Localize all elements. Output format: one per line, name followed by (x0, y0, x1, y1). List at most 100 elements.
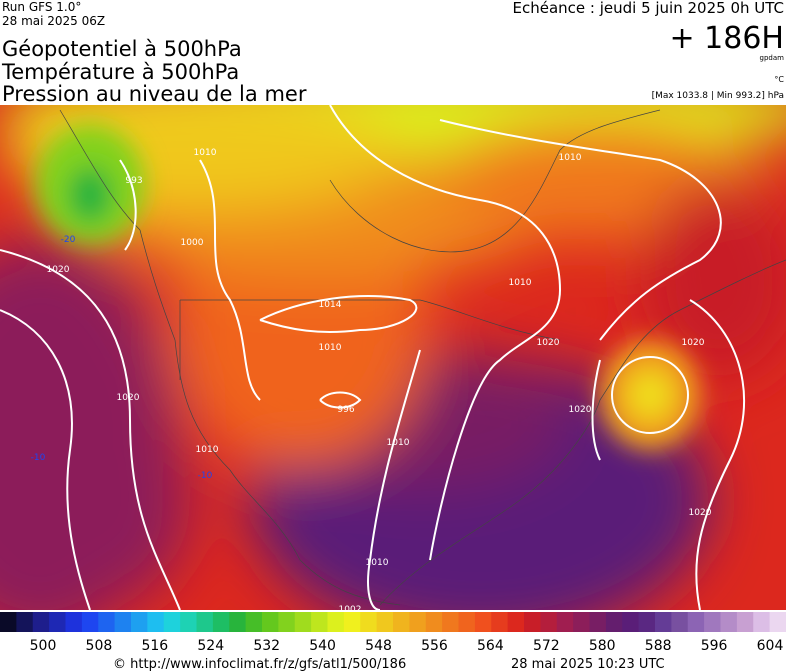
colorbar-swatch (212, 612, 230, 632)
colorbar-swatch (360, 612, 378, 632)
colorbar-swatch (147, 612, 165, 632)
colorbar-swatch (278, 612, 296, 632)
colorbar-swatch (245, 612, 263, 632)
isobar-label: 996 (337, 405, 354, 415)
colorbar-swatch (409, 612, 427, 632)
colorbar-swatch (131, 612, 148, 632)
colorbar-swatch (524, 612, 541, 632)
colorbar-swatch (49, 612, 66, 632)
colorbar-swatch (704, 612, 721, 632)
source-url: © http://www.infoclimat.fr/z/gfs/atl1/50… (113, 657, 406, 672)
colorbar-label: 572 (533, 638, 560, 654)
colorbar-swatch (573, 612, 590, 632)
valid-time: Echéance : jeudi 5 juin 2025 0h UTC (512, 0, 784, 17)
colorbar-swatch (556, 612, 574, 632)
isobar-label: 1020 (689, 508, 712, 518)
colorbar-swatch (507, 612, 525, 632)
title: Géopotentiel à 500hPa (2, 37, 242, 61)
colorbar-swatch (81, 612, 99, 632)
colorbar-label: 540 (309, 638, 336, 654)
isobars (0, 105, 746, 610)
colorbar-swatch (720, 612, 738, 632)
temperature-label: -10 (198, 471, 213, 481)
colorbar-label: 500 (30, 638, 57, 654)
colorbar-swatch (638, 612, 656, 632)
isobar-label: 1010 (196, 445, 219, 455)
colorbar-swatch (32, 612, 50, 632)
colorbar-swatch (458, 612, 476, 632)
isobar-label: 1020 (47, 265, 70, 275)
colorbar-swatch (196, 612, 214, 632)
colorbar-swatch (425, 612, 443, 632)
temperature-label: -10 (31, 453, 46, 463)
colorbar-swatch (589, 612, 607, 632)
colorbar-swatch (655, 612, 672, 632)
colorbar-label: 508 (86, 638, 113, 654)
colorbar-swatch (540, 612, 558, 632)
colorbar-swatch (622, 612, 640, 632)
colorbar-swatch (16, 612, 34, 632)
colorbar-swatch (114, 612, 132, 632)
isobar-label: 1010 (559, 153, 582, 163)
colorbar-swatch (491, 612, 509, 632)
colorbar: 500 508 516 524 532 540 548 556 564 572 580 588 596 6… (0, 612, 786, 654)
colorbar-swatch (769, 612, 786, 632)
colorbar-swatch (376, 612, 394, 632)
colorbar-swatch (343, 612, 361, 632)
colorbar-swatch (442, 612, 459, 632)
title: Température à 500hPa (1, 60, 239, 84)
temperature-label: -20 (61, 235, 76, 245)
pressure-range: [Max 1033.8 | Min 993.2] hPa (652, 91, 784, 101)
generated-time: 28 mai 2025 10:23 UTC (511, 657, 665, 672)
colorbar-label: 564 (477, 638, 504, 654)
colorbar-label: 604 (757, 638, 784, 654)
unit: gpdam (760, 54, 785, 62)
colorbar-swatch (65, 612, 83, 632)
colorbar-swatch (229, 612, 247, 632)
title: Pression au niveau de la mer (2, 82, 307, 106)
isobar-label: 1020 (117, 393, 140, 403)
isobar-label: 1020 (569, 405, 592, 415)
map: 993 1010 1000 1020 1014 1010 996 1010 1020 1010 10… (0, 105, 786, 615)
colorbar-swatch (671, 612, 689, 632)
run-label: Run GFS 1.0° (2, 0, 81, 14)
colorbar-swatch (736, 612, 754, 632)
isobar-label: 1010 (194, 148, 217, 158)
coastlines (59, 109, 786, 606)
isobar-label: 1014 (319, 300, 342, 310)
colorbar-label: 588 (645, 638, 672, 654)
isobar-label: 1020 (537, 338, 560, 348)
isobar-label: 1010 (319, 343, 342, 353)
colorbar-swatch (753, 612, 771, 632)
colorbar-swatch (262, 612, 279, 632)
isobar-label: 1010 (366, 558, 389, 568)
colorbar-label: 548 (365, 638, 392, 654)
colorbar-swatch (605, 612, 623, 632)
colorbar-swatch (163, 612, 181, 632)
colorbar-label: 580 (589, 638, 616, 654)
isobar-label: 1020 (682, 338, 705, 348)
isobar-label: 1002 (339, 605, 362, 615)
colorbar-swatch (474, 612, 492, 632)
colorbar-label: 516 (141, 638, 168, 654)
isobar-label: 1010 (387, 438, 410, 448)
colorbar-swatch (311, 612, 328, 632)
isobar-label: 1000 (181, 238, 204, 248)
colorbar-swatch (393, 612, 410, 632)
colorbar-swatch (294, 612, 312, 632)
run-date: 28 mai 2025 06Z (2, 14, 105, 28)
colorbar-swatch (327, 612, 345, 632)
colorbar-label: 524 (197, 638, 224, 654)
colorbar-label: 532 (253, 638, 280, 654)
isobar-label: 993 (125, 176, 142, 186)
colorbar-swatch (180, 612, 197, 632)
colorbar-swatch (98, 612, 116, 632)
colorbar-swatch (0, 612, 17, 632)
isobar-label: 1010 (509, 278, 532, 288)
colorbar-label: 596 (701, 638, 728, 654)
lead-time: + 186H (670, 21, 785, 56)
colorbar-label: 556 (421, 638, 448, 654)
colorbar-swatch (687, 612, 705, 632)
unit: °C (774, 75, 784, 84)
